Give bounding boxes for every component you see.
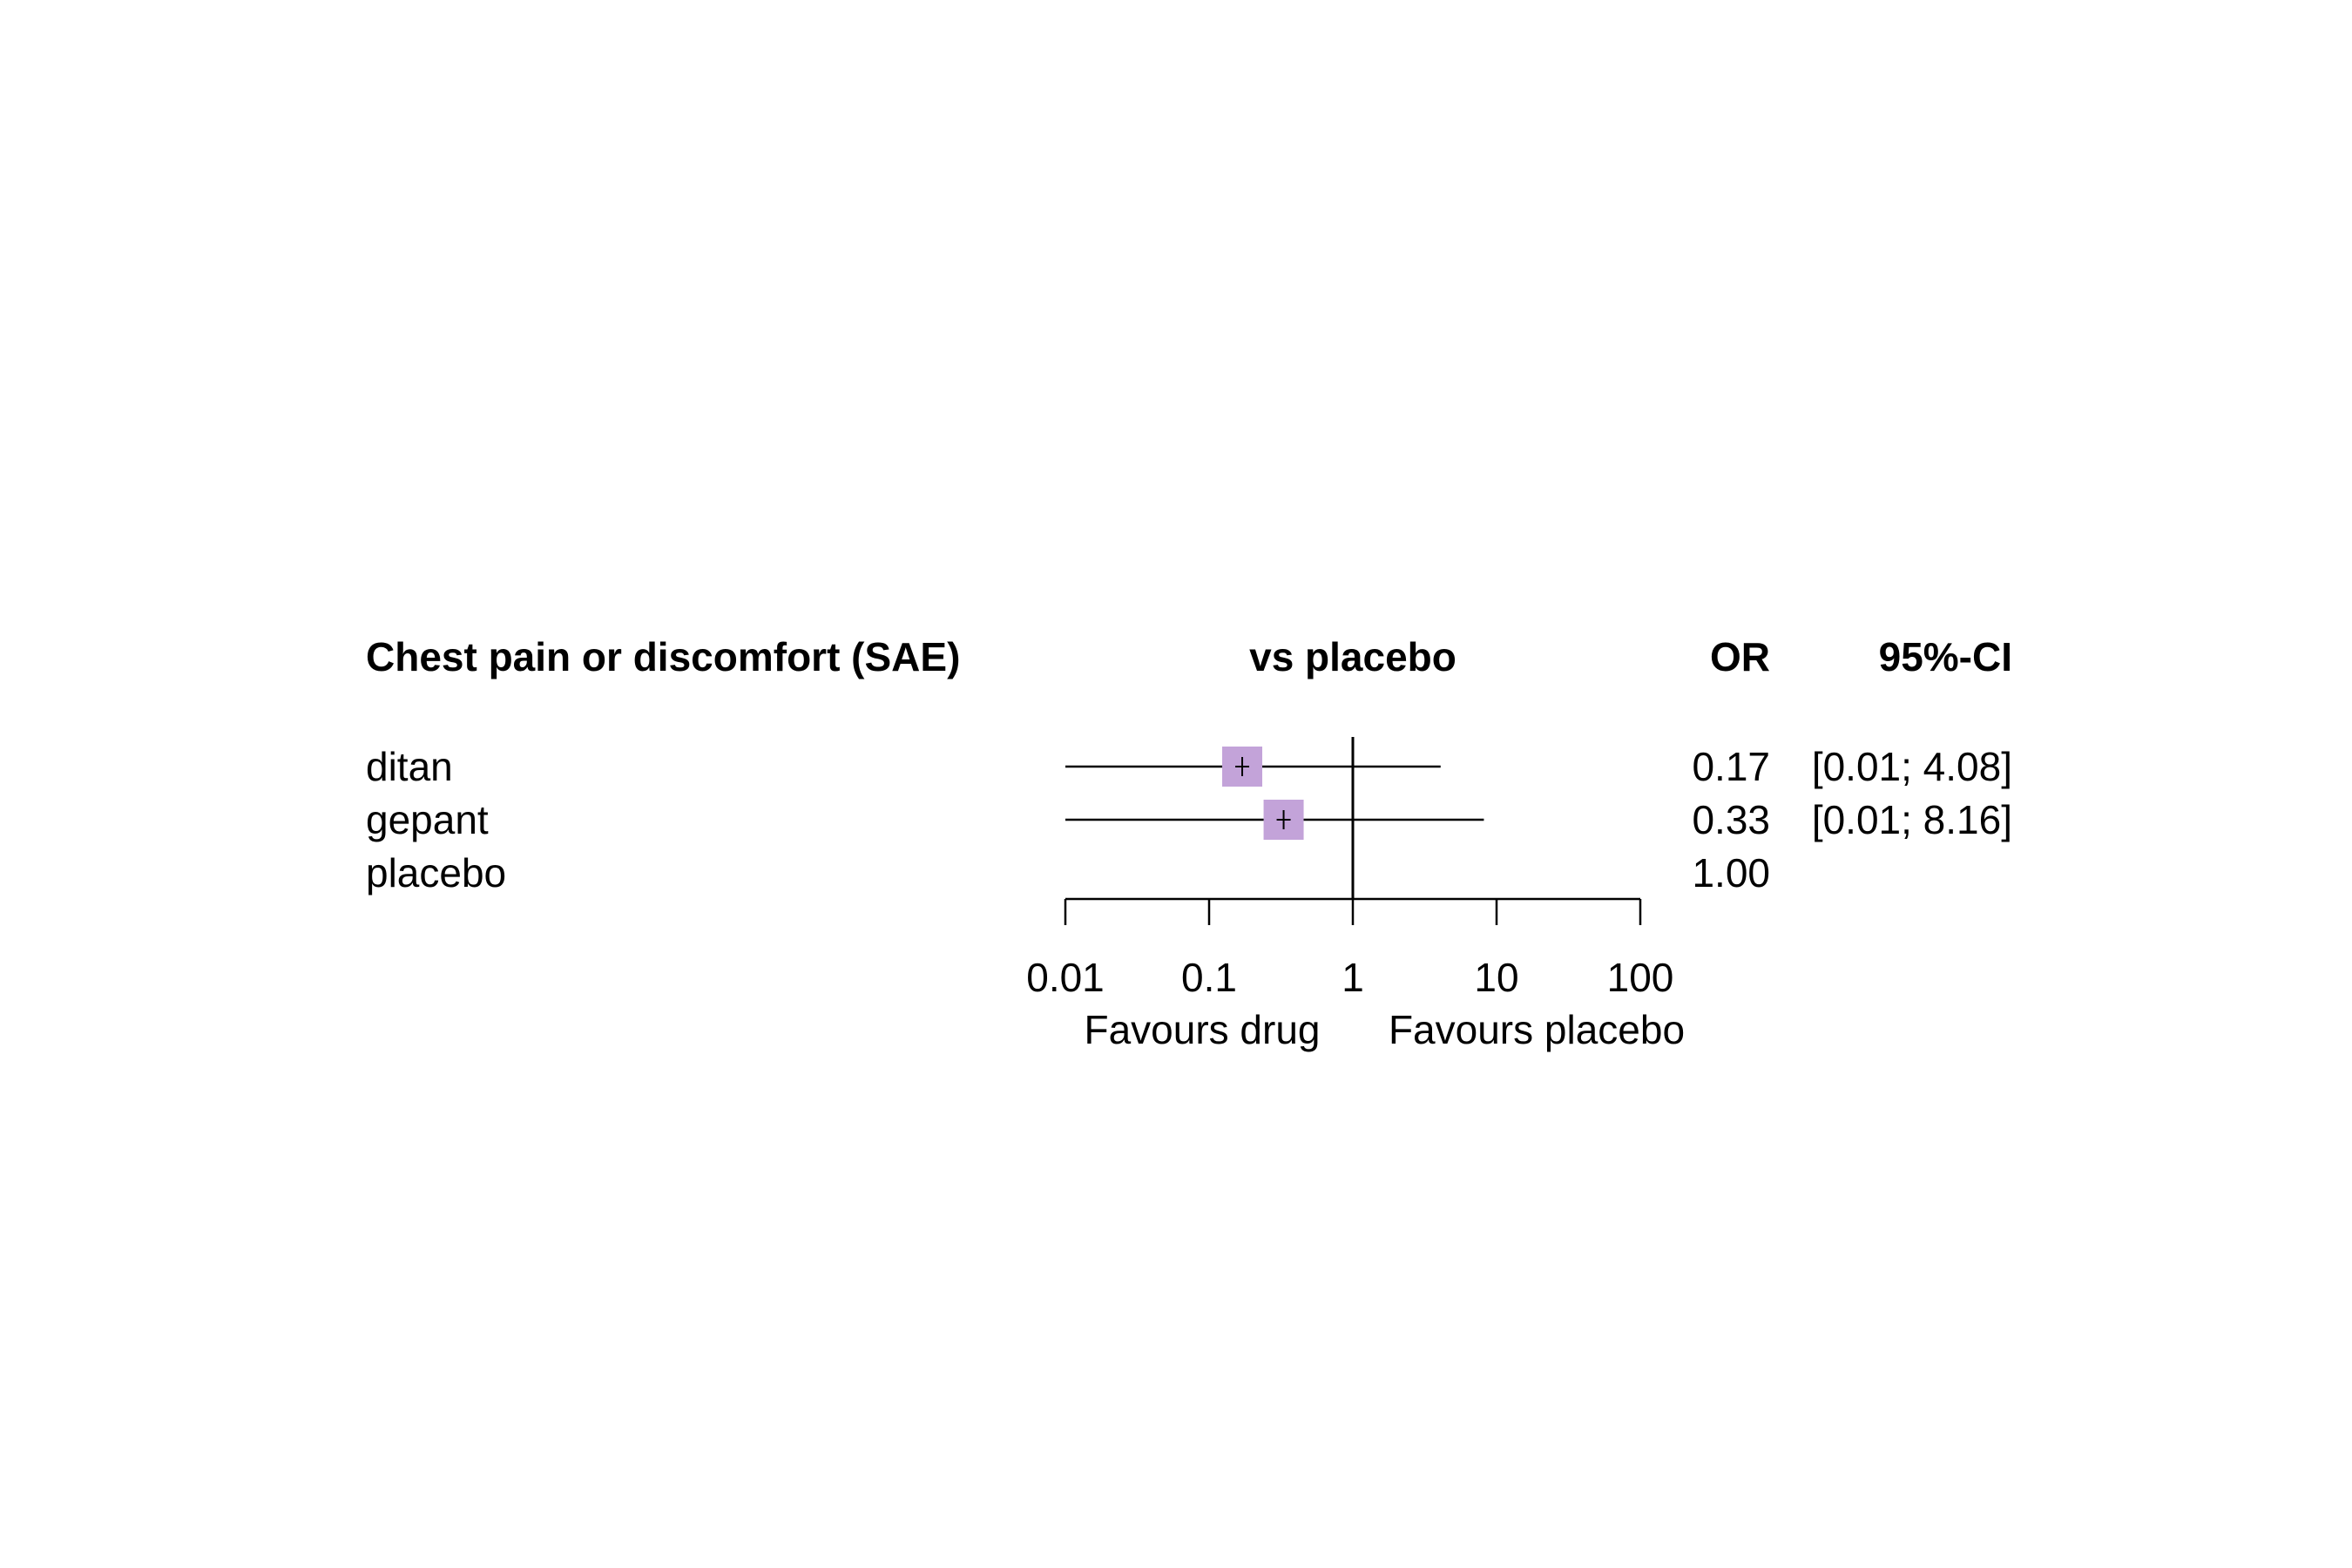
- or-value-placebo: 1.00: [1692, 850, 1770, 896]
- or-value-gepant: 0.33: [1692, 797, 1770, 842]
- favours-drug-label: Favours drug: [1084, 1007, 1320, 1052]
- x-axis: 0.01 0.1 1 10 100: [1026, 897, 1674, 1000]
- or-value-ditan: 0.17: [1692, 744, 1770, 789]
- ci-header: 95%-CI: [1879, 634, 2012, 679]
- ci-value-ditan: [0.01; 4.08]: [1812, 744, 2012, 789]
- chart-title: Chest pain or discomfort (SAE): [366, 634, 960, 679]
- rows-layer: ditan 0.17 [0.01; 4.08] gepant 0.33 [0.01; 8.…: [366, 744, 2012, 896]
- x-tick-label-4: 100: [1607, 955, 1674, 1000]
- row-label-ditan: ditan: [366, 744, 453, 789]
- comparison-header: vs placebo: [1249, 634, 1456, 679]
- x-tick-label-1: 0.1: [1181, 955, 1237, 1000]
- x-tick-label-0: 0.01: [1026, 955, 1105, 1000]
- or-header: OR: [1710, 634, 1770, 679]
- ci-value-gepant: [0.01; 8.16]: [1812, 797, 2012, 842]
- x-tick-label-2: 1: [1342, 955, 1364, 1000]
- row-label-placebo: placebo: [366, 850, 506, 896]
- favours-placebo-label: Favours placebo: [1389, 1007, 1685, 1052]
- x-tick-label-3: 10: [1474, 955, 1518, 1000]
- row-label-gepant: gepant: [366, 797, 489, 842]
